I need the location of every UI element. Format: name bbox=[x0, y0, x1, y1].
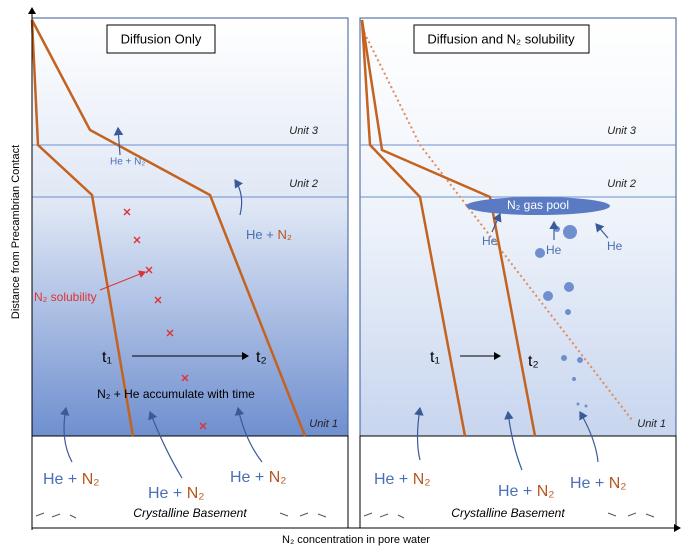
t1-label: t₁ bbox=[102, 349, 112, 366]
flux-he: He + bbox=[148, 485, 182, 502]
y-axis-label: Distance from Precambrian Contact bbox=[10, 145, 22, 319]
flux-n2: N₂ bbox=[82, 471, 100, 488]
t1-label: t₁ bbox=[430, 349, 440, 366]
solubility-label: N₂ solubility bbox=[34, 290, 97, 304]
title-box bbox=[413, 24, 590, 54]
bottom-flux: He + N₂ bbox=[570, 475, 626, 492]
flux-he: He + bbox=[246, 227, 274, 242]
left-panel: Diffusion Only Unit 3 Unit 2 Unit 1 He +… bbox=[30, 17, 349, 529]
unit-label: Unit 3 bbox=[607, 125, 637, 137]
profile-dotted bbox=[361, 27, 633, 421]
flux-arrow bbox=[113, 126, 124, 156]
bottom-flux: He + N₂ bbox=[498, 483, 554, 500]
profile-t1 bbox=[30, 19, 135, 437]
flux-n2: N₂ bbox=[269, 469, 287, 486]
bottom-flux: He + N₂ bbox=[374, 471, 430, 488]
bubbles bbox=[535, 225, 588, 416]
panel-bg bbox=[31, 17, 349, 437]
flux-label: He + N₂ bbox=[246, 227, 292, 242]
rock-hatch bbox=[363, 512, 655, 519]
t2-label: t₂ bbox=[528, 353, 539, 370]
unit-label: Unit 2 bbox=[289, 178, 318, 190]
panel-title: Diffusion Only bbox=[121, 31, 202, 46]
panel-bg bbox=[359, 17, 677, 437]
rock-hatch bbox=[35, 512, 327, 519]
unit-label: Unit 1 bbox=[637, 418, 666, 430]
flux-he: He + bbox=[43, 471, 77, 488]
solubility-marks bbox=[123, 208, 207, 430]
basement-label: Crystalline Basement bbox=[451, 506, 565, 520]
solubility-arrow bbox=[99, 270, 146, 291]
flux-n2: N₂ bbox=[187, 485, 205, 502]
he-label: He bbox=[482, 234, 498, 248]
flux-arrow bbox=[148, 410, 183, 479]
title-box bbox=[106, 24, 216, 54]
basement-box bbox=[359, 435, 677, 529]
basement-label: Crystalline Basement bbox=[133, 506, 247, 520]
he-label: He bbox=[607, 239, 623, 253]
profile-t2 bbox=[30, 19, 307, 437]
profile-t1 bbox=[360, 19, 467, 437]
flux-arrow bbox=[414, 406, 424, 461]
flux-arrow bbox=[234, 179, 243, 216]
flux-n2: N₂ bbox=[537, 483, 555, 500]
right-panel: Diffusion and N₂ solubility Unit 3 Unit … bbox=[359, 17, 677, 529]
flux-arrow bbox=[504, 410, 523, 471]
profile-t2 bbox=[360, 19, 537, 437]
flux-he: He + bbox=[230, 469, 264, 486]
panel-title: Diffusion and N₂ solubility bbox=[427, 31, 575, 46]
x-axis-label: N₂ concentration in pore water bbox=[282, 534, 430, 546]
t2-label: t₂ bbox=[256, 349, 267, 366]
bottom-flux: He + N₂ bbox=[148, 485, 204, 502]
flux-arrow bbox=[59, 406, 73, 463]
bottom-flux: He + N₂ bbox=[230, 469, 286, 486]
flux-n2: N₂ bbox=[413, 471, 431, 488]
flux-n2: N₂ bbox=[277, 227, 291, 242]
bottom-flux: He + N₂ bbox=[43, 471, 99, 488]
gas-pool bbox=[466, 197, 610, 215]
flux-arrow bbox=[579, 410, 599, 463]
flux-label: He + N₂ bbox=[110, 157, 145, 168]
he-label: He bbox=[546, 243, 562, 257]
flux-n2: N₂ bbox=[609, 475, 627, 492]
gas-pool-label: N₂ gas pool bbox=[507, 198, 569, 212]
unit-label: Unit 3 bbox=[289, 125, 319, 137]
flux-he: He + bbox=[374, 471, 408, 488]
unit-label: Unit 1 bbox=[309, 418, 338, 430]
flux-arrow bbox=[491, 212, 502, 233]
flux-he: He + bbox=[570, 475, 604, 492]
note: N₂ + He accumulate with time bbox=[97, 387, 255, 401]
flux-arrow bbox=[234, 406, 263, 463]
flux-arrow bbox=[595, 223, 609, 239]
flux-he: He + bbox=[498, 483, 532, 500]
unit-label: Unit 2 bbox=[607, 178, 636, 190]
